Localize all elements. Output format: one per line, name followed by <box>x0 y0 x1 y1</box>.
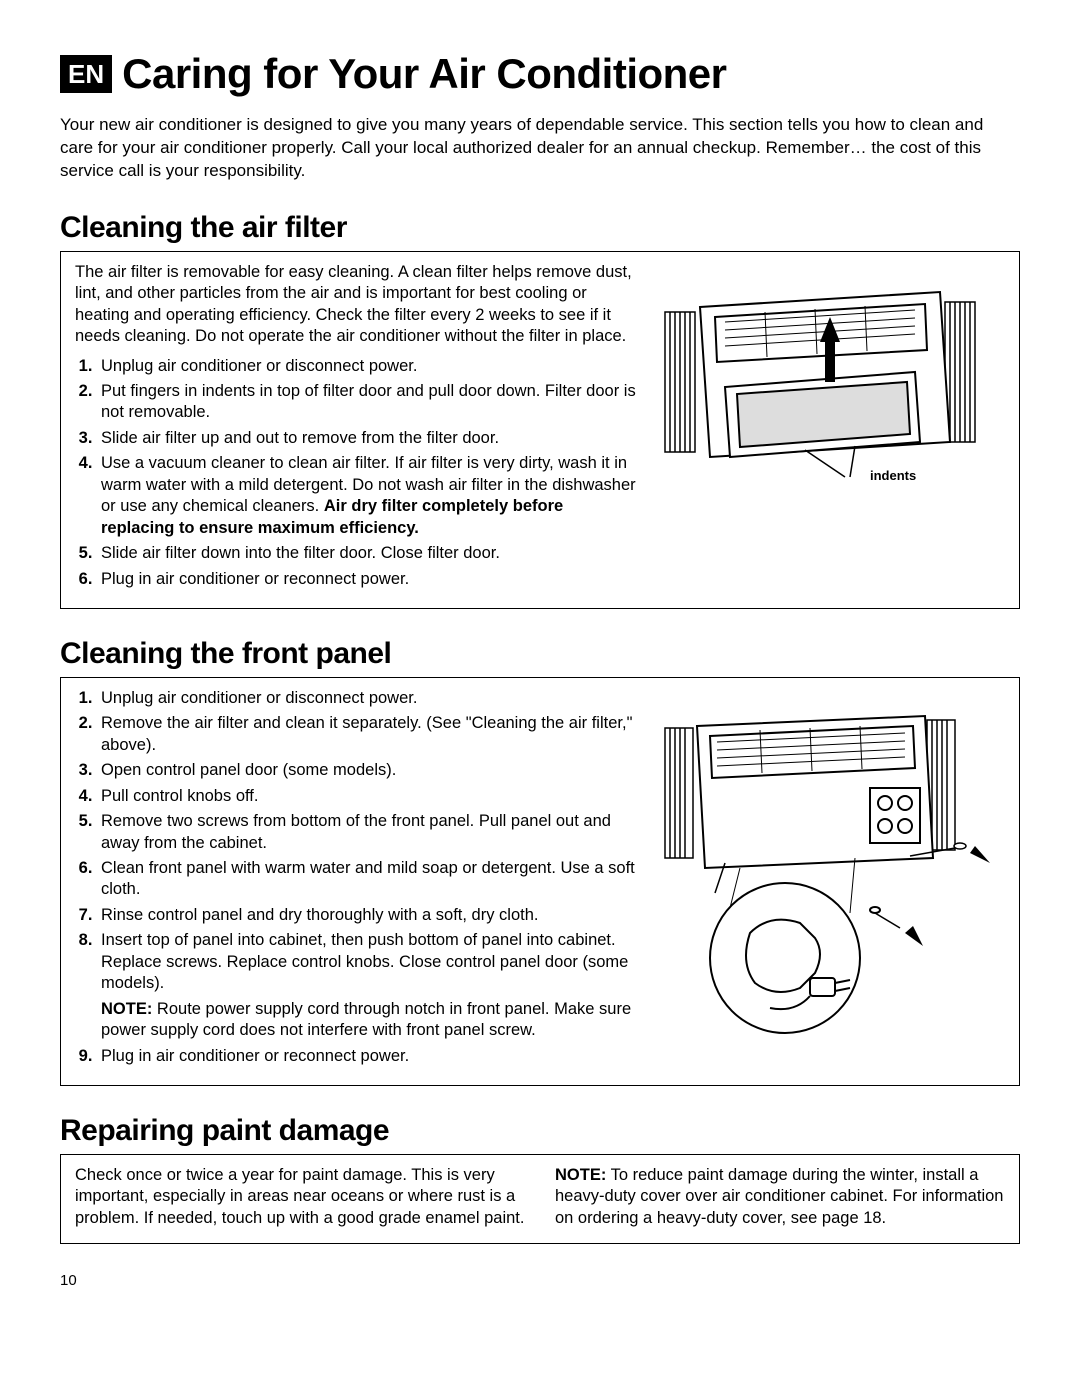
section2-step-8: Insert top of panel into cabinet, then p… <box>97 930 639 994</box>
section2-box: Unplug air conditioner or disconnect pow… <box>60 677 1020 1086</box>
section1-step-4: Use a vacuum cleaner to clean air filter… <box>97 453 639 539</box>
page-title: Caring for Your Air Conditioner <box>122 50 726 98</box>
front-panel-diagram-icon <box>655 698 1005 1048</box>
section3-box: Check once or twice a year for paint dam… <box>60 1154 1020 1244</box>
title-row: EN Caring for Your Air Conditioner <box>60 50 1020 98</box>
section2-text: Unplug air conditioner or disconnect pow… <box>75 688 639 1071</box>
document-page: EN Caring for Your Air Conditioner Your … <box>0 0 1080 1319</box>
section1-lead: The air filter is removable for easy cle… <box>75 262 639 348</box>
section2-steps-cont: Plug in air conditioner or reconnect pow… <box>75 1046 639 1067</box>
section2-step-7: Rinse control panel and dry thoroughly w… <box>97 905 639 926</box>
section1-box: The air filter is removable for easy cle… <box>60 251 1020 609</box>
section2-steps: Unplug air conditioner or disconnect pow… <box>75 688 639 995</box>
indents-label: indents <box>870 468 916 483</box>
section2-diagram <box>655 688 1005 1053</box>
section1-steps: Unplug air conditioner or disconnect pow… <box>75 356 639 590</box>
section1-step-6: Plug in air conditioner or reconnect pow… <box>97 569 639 590</box>
section1-step-2: Put fingers in indents in top of filter … <box>97 381 639 424</box>
section1-text: The air filter is removable for easy cle… <box>75 262 639 594</box>
section1-diagram: indents <box>655 262 1005 497</box>
section2-step-3: Open control panel door (some models). <box>97 760 639 781</box>
section3-right: NOTE: To reduce paint damage during the … <box>555 1165 1005 1229</box>
section2-step-1: Unplug air conditioner or disconnect pow… <box>97 688 639 709</box>
section3-heading: Repairing paint damage <box>60 1114 1020 1148</box>
section2-step-4: Pull control knobs off. <box>97 786 639 807</box>
section2-note: NOTE: Route power supply cord through no… <box>101 999 639 1042</box>
section2-heading: Cleaning the front panel <box>60 637 1020 671</box>
section2-step-5: Remove two screws from bottom of the fro… <box>97 811 639 854</box>
section2-step-6: Clean front panel with warm water and mi… <box>97 858 639 901</box>
section2-step-2: Remove the air filter and clean it separ… <box>97 713 639 756</box>
page-number: 10 <box>60 1272 1020 1289</box>
section3-columns: Check once or twice a year for paint dam… <box>75 1165 1005 1229</box>
intro-paragraph: Your new air conditioner is designed to … <box>60 114 1020 183</box>
filter-diagram-icon: indents <box>655 272 1005 492</box>
section1-heading: Cleaning the air filter <box>60 211 1020 245</box>
section1-step-3: Slide air filter up and out to remove fr… <box>97 428 639 449</box>
section2-step-9: Plug in air conditioner or reconnect pow… <box>97 1046 639 1067</box>
section3-left: Check once or twice a year for paint dam… <box>75 1165 525 1229</box>
language-badge: EN <box>60 55 112 93</box>
section1-step-5: Slide air filter down into the filter do… <box>97 543 639 564</box>
section1-step-1: Unplug air conditioner or disconnect pow… <box>97 356 639 377</box>
